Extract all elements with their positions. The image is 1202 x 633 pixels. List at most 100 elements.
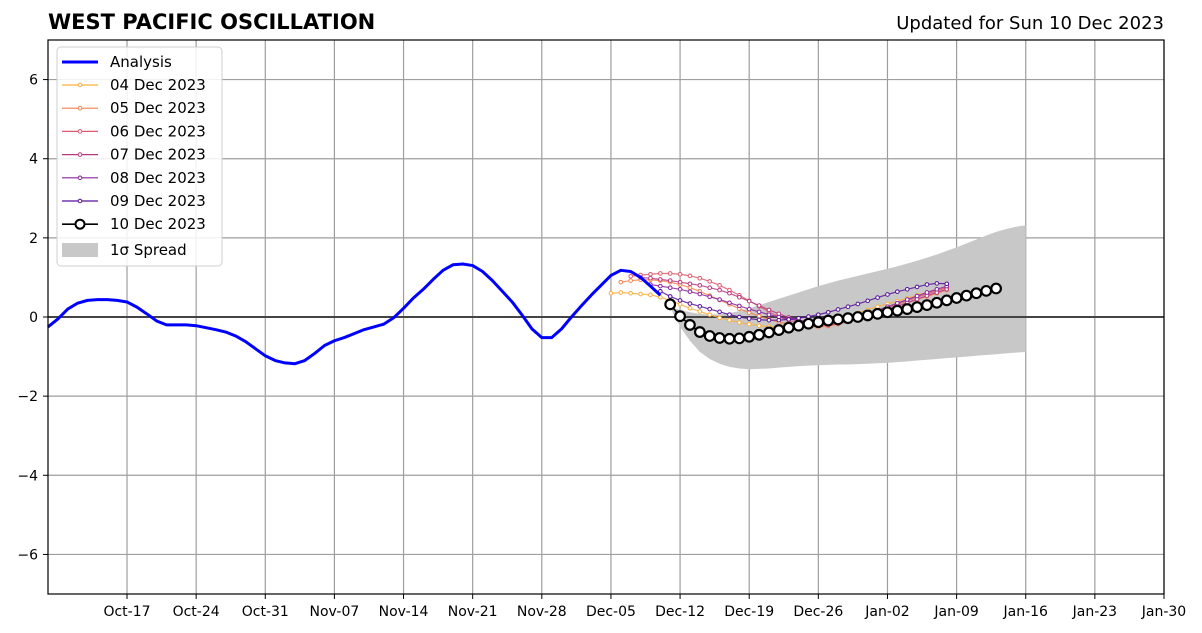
forecast-point xyxy=(914,293,920,299)
forecast-point xyxy=(746,316,752,321)
forecast-point xyxy=(658,271,663,276)
forecast-point xyxy=(756,313,762,319)
forecast-point xyxy=(664,298,677,311)
y-tick-label: −4 xyxy=(17,468,38,484)
legend-forecast-marker xyxy=(77,198,83,204)
forecast-point xyxy=(687,301,693,306)
forecast-point xyxy=(802,317,815,330)
forecast-point xyxy=(746,321,752,327)
legend-forecast-label: 08 Dec 2023 xyxy=(110,169,206,187)
plot-frame xyxy=(47,39,1165,595)
forecast-point xyxy=(677,287,683,292)
forecast-point xyxy=(707,294,712,300)
forecast-point xyxy=(990,282,1003,295)
forecast-point xyxy=(697,283,703,288)
forecast-point xyxy=(707,306,712,312)
forecast-point xyxy=(756,309,762,315)
legend-spread-label: 1σ Spread xyxy=(110,241,187,259)
forecast-point xyxy=(822,314,835,327)
chart-title: WEST PACIFIC OSCILLATION xyxy=(48,10,375,34)
forecast-point xyxy=(737,303,742,309)
forecast-point xyxy=(855,301,861,307)
forecast-point xyxy=(885,292,890,297)
x-tick-label: Oct-17 xyxy=(103,604,150,620)
x-tick-label: Nov-07 xyxy=(309,604,359,620)
legend-forecast-label: 09 Dec 2023 xyxy=(110,192,206,210)
forecast-point xyxy=(628,273,633,279)
forecast-point xyxy=(674,310,686,323)
forecast-point xyxy=(733,332,746,345)
forecast-point xyxy=(911,301,923,314)
forecast-point xyxy=(950,292,963,304)
forecast-point xyxy=(796,315,801,321)
forecast-point xyxy=(717,287,722,293)
legend-analysis-label: Analysis xyxy=(110,53,172,71)
legend: Analysis 04 Dec 2023 05 Dec 2023 06 Dec 202… xyxy=(56,46,223,267)
legend-forecast-label: 04 Dec 2023 xyxy=(110,76,206,94)
forecast-point xyxy=(766,312,772,317)
legend-forecast-marker xyxy=(77,105,83,111)
forecast-point xyxy=(727,300,732,306)
analysis-line xyxy=(47,262,662,366)
forecast-point xyxy=(895,289,900,294)
forecast-point xyxy=(871,307,884,320)
x-tick-label: Dec-26 xyxy=(793,604,843,620)
forecast-point xyxy=(772,324,785,336)
forecast-point xyxy=(763,326,775,339)
forecast-point xyxy=(845,304,851,310)
forecast-point xyxy=(756,303,762,308)
forecast-point xyxy=(608,290,614,296)
forecast-point xyxy=(727,317,732,323)
forecast-point xyxy=(727,290,732,296)
legend-forecast-label: 10 Dec 2023 xyxy=(110,215,206,233)
forecast-point xyxy=(753,328,765,341)
forecast-point xyxy=(875,295,880,300)
forecast-point xyxy=(901,303,914,315)
y-tick-label: −6 xyxy=(17,547,38,563)
forecast-point xyxy=(687,273,693,279)
forecast-point xyxy=(697,291,703,297)
y-tick-label: −2 xyxy=(17,389,38,405)
forecast-point xyxy=(677,298,683,303)
forecast-point xyxy=(786,317,792,322)
forecast-point xyxy=(667,271,673,276)
forecast-point xyxy=(904,287,910,292)
forecast-point xyxy=(697,304,703,309)
forecast-point xyxy=(648,275,653,281)
forecast-point xyxy=(861,309,874,322)
legend-forecast-label: 06 Dec 2023 xyxy=(110,122,206,140)
legend-forecast-marker xyxy=(77,129,83,134)
x-tick-label: Dec-12 xyxy=(655,604,705,620)
forecast-point xyxy=(940,294,953,307)
forecast-point xyxy=(934,287,940,292)
y-tick-label: 6 xyxy=(29,73,38,89)
x-tick-label: Jan-30 xyxy=(1141,604,1186,620)
forecast-point xyxy=(707,285,712,291)
forecast-point xyxy=(842,312,854,325)
forecast-point xyxy=(727,312,732,317)
chart-subtitle: Updated for Sun 10 Dec 2023 xyxy=(896,13,1164,34)
forecast-point xyxy=(970,287,983,300)
forecast-point xyxy=(717,297,722,302)
forecast-point xyxy=(766,317,772,323)
forecast-point xyxy=(648,292,653,298)
forecast-point xyxy=(756,323,762,329)
forecast-point xyxy=(684,319,696,331)
forecast-point xyxy=(658,277,663,282)
forecast-point xyxy=(667,294,673,299)
legend-spread-swatch xyxy=(62,243,98,257)
forecast-point xyxy=(707,279,712,284)
forecast-point xyxy=(921,299,933,312)
forecast-point xyxy=(697,309,703,314)
x-tick-label: Jan-16 xyxy=(1003,604,1049,620)
forecast-point xyxy=(980,284,993,297)
forecast-point xyxy=(717,315,722,321)
x-tick-label: Nov-28 xyxy=(517,604,567,620)
forecast-point xyxy=(835,307,841,312)
forecast-point xyxy=(693,326,706,338)
x-tick-label: Jan-02 xyxy=(864,604,909,620)
forecast-point xyxy=(717,309,722,315)
x-tick-label: Oct-24 xyxy=(173,604,220,620)
forecast-point xyxy=(658,283,663,289)
